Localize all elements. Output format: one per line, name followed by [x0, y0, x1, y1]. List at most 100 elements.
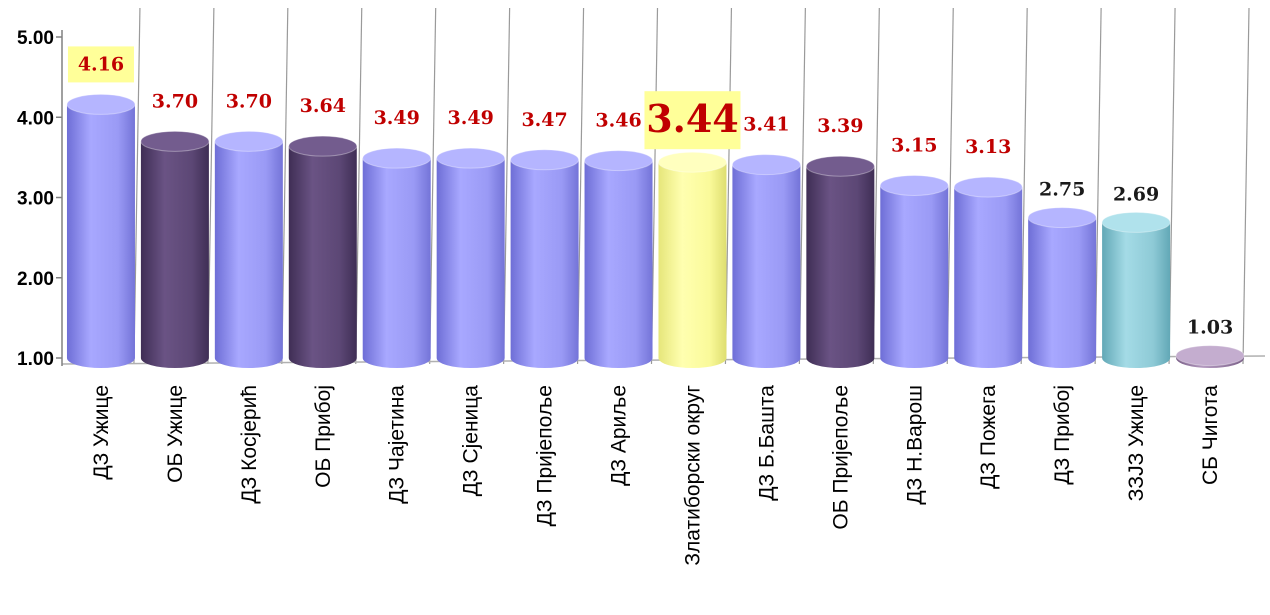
- value-label: 3.13: [965, 136, 1011, 158]
- gridline: [1242, 7, 1250, 365]
- value-label-text: 3.47: [521, 109, 567, 131]
- bar-cap: [214, 130, 284, 152]
- bar: [805, 155, 875, 368]
- value-label-text: 2.69: [1113, 183, 1159, 205]
- bar: [362, 147, 432, 368]
- bar-body: [584, 160, 653, 368]
- value-labels-layer: 4.16 3.70 3.70 3.64 3.49 3.49 3.47 3.46 3.44 3.41…: [67, 46, 1233, 339]
- value-label-text: 3.49: [448, 107, 494, 129]
- bar: [657, 151, 727, 368]
- value-label-text: 3.70: [152, 90, 198, 112]
- value-label-text: 3.44: [646, 96, 739, 141]
- value-label: 3.46: [595, 110, 641, 132]
- bar-cap: [584, 150, 654, 172]
- category-label: ДЗ Косјерић: [238, 385, 261, 504]
- value-label-highlight: [644, 91, 741, 150]
- bar-body: [1028, 217, 1097, 368]
- category-label: ЗЗЈЗ Ужице: [1125, 385, 1148, 501]
- bar-body: [658, 162, 727, 368]
- bar: [953, 176, 1023, 368]
- value-label: 3.47: [521, 109, 567, 131]
- y-tick-label: 5.00: [17, 28, 54, 49]
- bar-cap: [510, 149, 580, 171]
- bar: [1175, 345, 1245, 368]
- value-label: 3.39: [817, 115, 863, 137]
- category-label: ДЗ Чајетина: [386, 385, 409, 504]
- bar: [1027, 207, 1097, 368]
- category-label: ДЗ Б.Башта: [755, 385, 778, 501]
- value-label: 3.49: [374, 107, 420, 129]
- value-label-text: 3.49: [374, 107, 420, 129]
- bar: [140, 130, 210, 368]
- value-label-text: 3.39: [817, 115, 863, 137]
- bar-body: [510, 159, 579, 368]
- bar-body: [806, 166, 875, 368]
- bar-cap: [140, 130, 210, 152]
- category-label: ДЗ Пожега: [977, 385, 1000, 489]
- bar-body: [214, 141, 283, 368]
- bar: [510, 149, 580, 368]
- bar-body: [362, 158, 431, 368]
- category-label: ОБ Ужице: [164, 385, 187, 483]
- bar-body: [1102, 222, 1171, 368]
- bar: [1101, 211, 1171, 368]
- value-label-text: 3.41: [743, 114, 789, 136]
- bar-cap: [879, 174, 949, 196]
- value-label-text: 4.16: [78, 53, 124, 75]
- category-label: ДЗ Прибој: [1051, 385, 1074, 485]
- bar-cap: [657, 151, 727, 173]
- bar-cap: [805, 155, 875, 177]
- value-label: 3.41: [743, 114, 789, 136]
- value-label-text: 3.13: [965, 136, 1011, 158]
- category-label: ОБ Прибој: [312, 385, 335, 488]
- bar-body: [880, 185, 949, 368]
- value-label: 3.70: [226, 90, 272, 112]
- category-label: Златиборски округ: [681, 385, 704, 566]
- category-label: СБ Чигота: [1199, 385, 1222, 485]
- value-label-text: 1.03: [1187, 317, 1233, 339]
- value-label-text: 2.75: [1039, 179, 1085, 201]
- bar-cap: [436, 147, 506, 169]
- bar-body: [436, 158, 505, 368]
- value-label-highlight: [67, 46, 134, 83]
- axis-layer: 1.00 2.00 3.00 4.00 5.00: [17, 28, 63, 370]
- y-tick-label: 1.00: [17, 349, 54, 370]
- value-label-text: 3.70: [226, 90, 272, 112]
- value-label-text: 3.64: [300, 95, 346, 117]
- bar-cap: [288, 135, 358, 157]
- bar-cap: [731, 154, 801, 176]
- category-label: ОБ Пријепоље: [829, 385, 852, 530]
- bar-cap: [362, 147, 432, 169]
- bar: [214, 130, 284, 368]
- value-label: 3.15: [891, 134, 937, 156]
- y-tick-label: 2.00: [17, 269, 54, 290]
- bar: [436, 147, 506, 368]
- value-label: 3.70: [152, 90, 198, 112]
- category-label: ДЗ Сјеница: [460, 385, 483, 497]
- bar-cap: [1175, 345, 1245, 367]
- y-tick-label: 3.00: [17, 189, 54, 210]
- category-label: ДЗ Пријепоље: [534, 385, 557, 526]
- bar-cap: [1101, 211, 1171, 233]
- value-label: 2.75: [1039, 179, 1085, 201]
- bar-body: [288, 146, 357, 368]
- bar: [288, 135, 358, 368]
- category-label: ДЗ Ариље: [608, 385, 631, 486]
- y-tick-label: 4.00: [17, 108, 54, 129]
- bar: [66, 93, 136, 368]
- value-label-text: 3.46: [595, 110, 641, 132]
- bar-cap: [66, 93, 136, 115]
- value-label: 3.64: [300, 95, 346, 117]
- bar: [584, 150, 654, 368]
- bar-body: [954, 187, 1023, 368]
- value-label-text: 3.15: [891, 134, 937, 156]
- value-label: 2.69: [1113, 183, 1159, 205]
- category-label: ДЗ Н.Варош: [903, 385, 926, 505]
- bar-body: [732, 164, 801, 368]
- bar-cap: [1027, 207, 1097, 229]
- value-label: 3.49: [448, 107, 494, 129]
- value-label: 3.44: [644, 91, 741, 150]
- bar-body: [66, 104, 135, 368]
- value-label: 4.16: [67, 46, 134, 83]
